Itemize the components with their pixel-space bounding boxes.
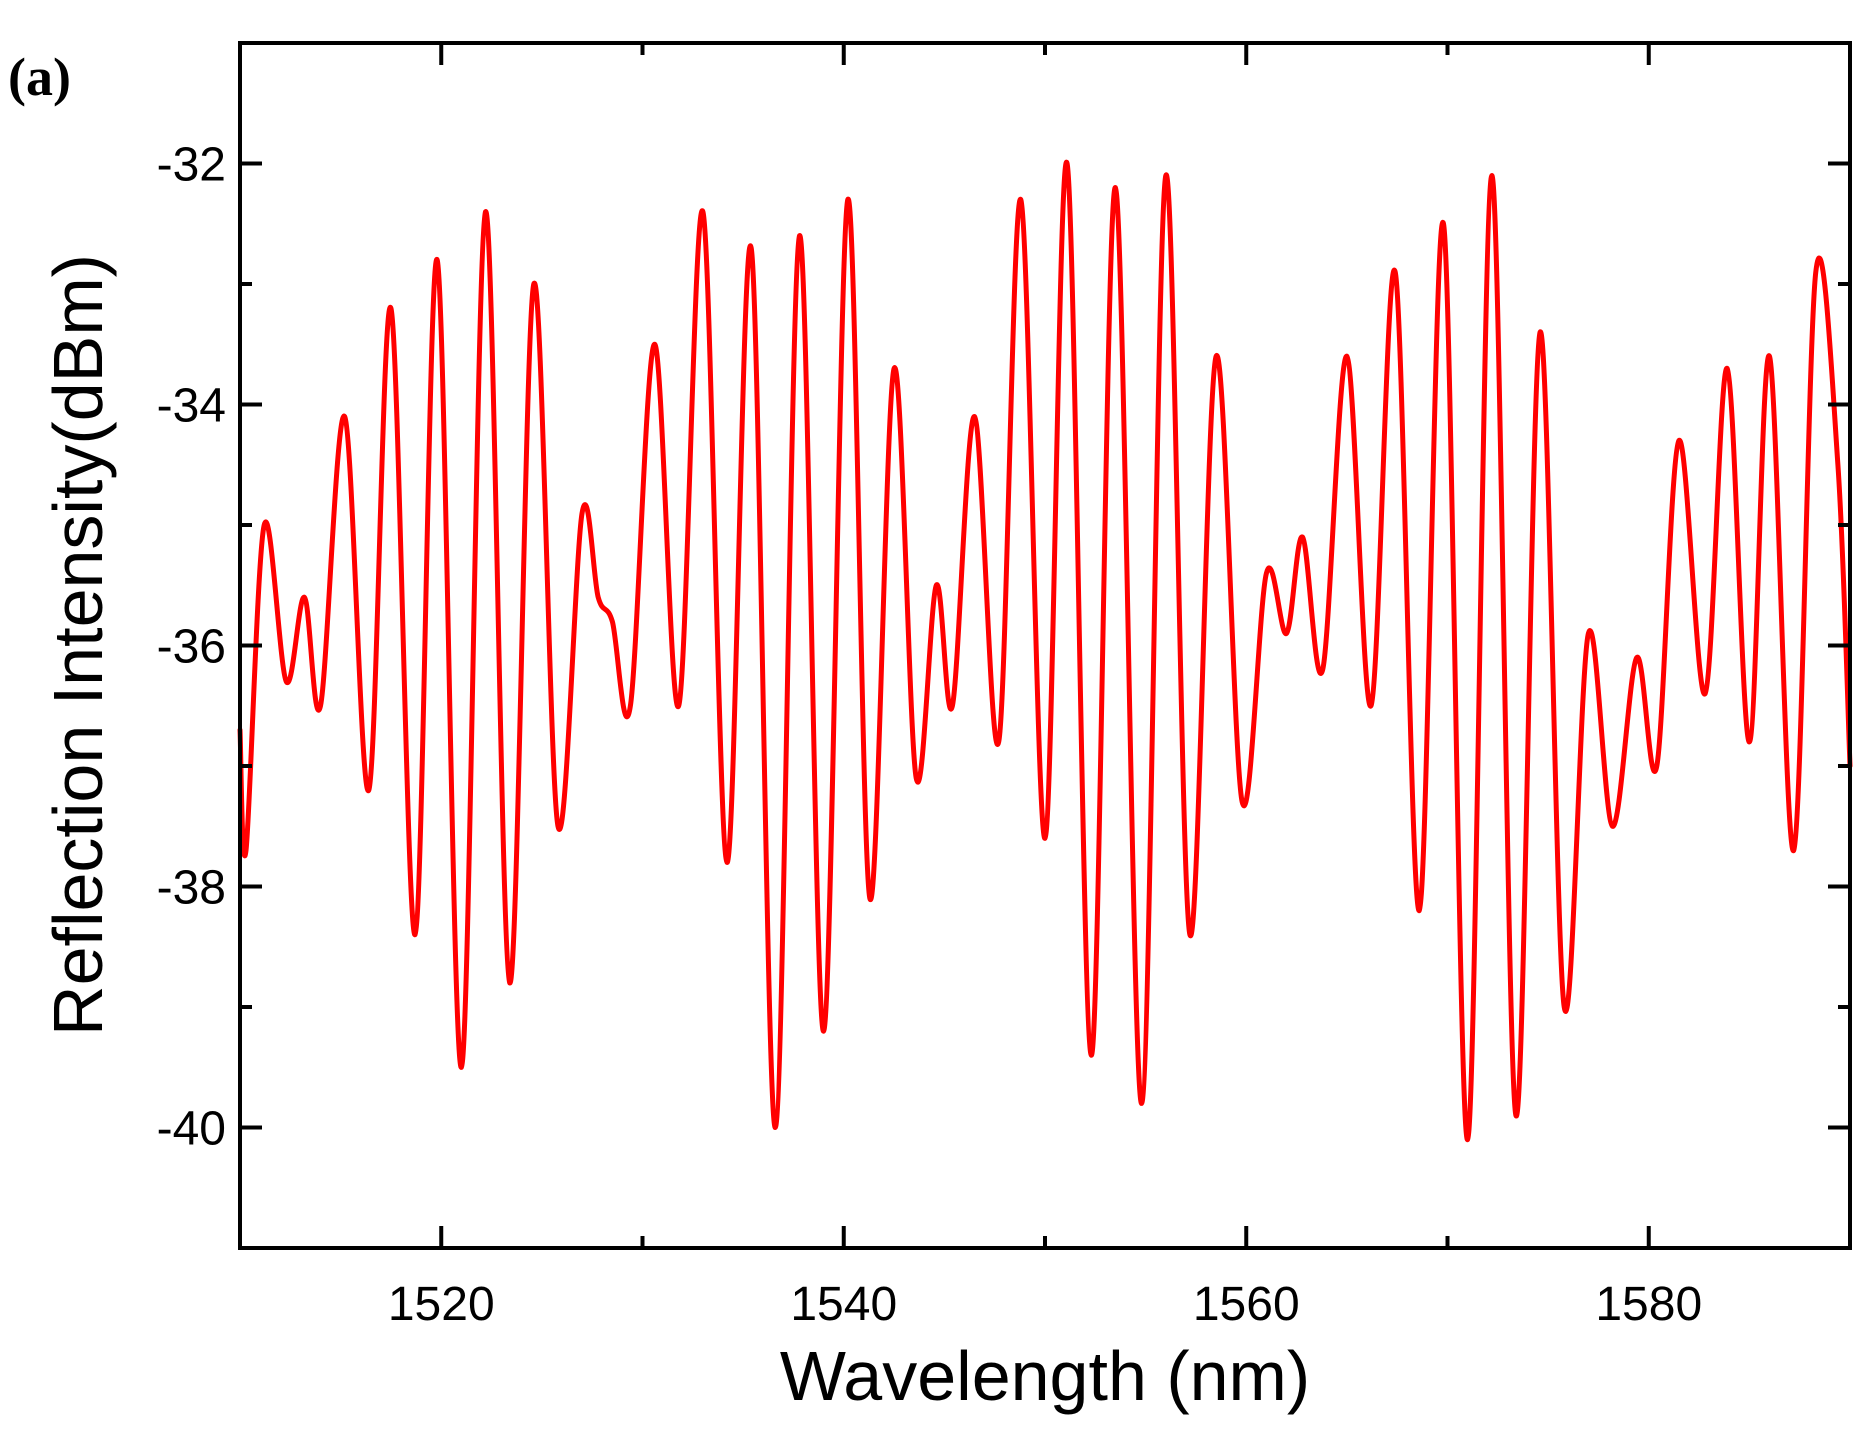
y-tick-label: -40 — [157, 1103, 226, 1156]
plot-frame — [238, 41, 1852, 1250]
x-tick-label: 1540 — [790, 1278, 897, 1331]
y-tick-label: -36 — [157, 621, 226, 674]
x-tick-label: 1560 — [1193, 1278, 1300, 1331]
y-tick-label: -32 — [157, 139, 226, 192]
x-axis: 1520 1540 1560 1580 — [238, 43, 1852, 1331]
y-tick-label: -34 — [157, 380, 226, 433]
y-axis: -32 -34 -36 -38 -40 — [157, 41, 1850, 1250]
y-tick-label: -38 — [157, 862, 226, 915]
x-tick-label: 1580 — [1595, 1278, 1702, 1331]
series-line-0 — [237, 159, 1853, 1143]
x-axis-title: Wavelength (nm) — [780, 1337, 1310, 1415]
y-axis-title: Reflection Intensity(dBm) — [39, 254, 117, 1036]
panel-label: (a) — [8, 47, 71, 107]
plot-area — [237, 159, 1853, 1143]
x-tick-label: 1520 — [388, 1278, 495, 1331]
